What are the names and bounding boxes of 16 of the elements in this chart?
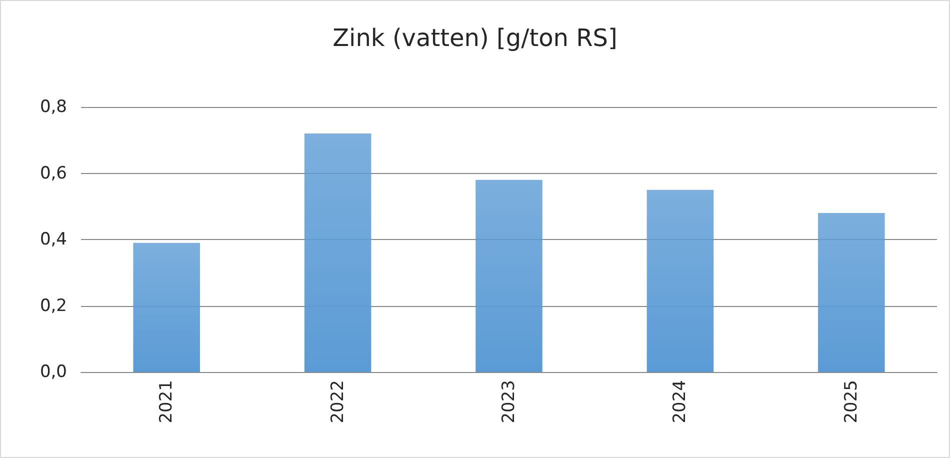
bar	[133, 242, 200, 372]
bar	[476, 180, 542, 372]
x-tick-label: 2024	[670, 380, 690, 424]
x-tick-label: 2022	[328, 380, 348, 424]
bar	[304, 134, 372, 372]
bar	[646, 190, 714, 372]
x-tick-label: 2025	[841, 380, 862, 424]
x-tick-label: 2023	[499, 380, 519, 424]
y-tick-label: 0,8	[40, 97, 67, 117]
y-tick-label: 0,4	[40, 230, 67, 250]
y-tick-label: 0,6	[40, 163, 67, 184]
y-tick-label: 0,0	[40, 362, 67, 382]
x-tick-label: 2021	[156, 380, 177, 424]
bar	[818, 213, 885, 372]
y-tick-label: 0,2	[40, 296, 67, 316]
chart-title: Zink (vatten) [g/ton RS]	[332, 24, 618, 52]
